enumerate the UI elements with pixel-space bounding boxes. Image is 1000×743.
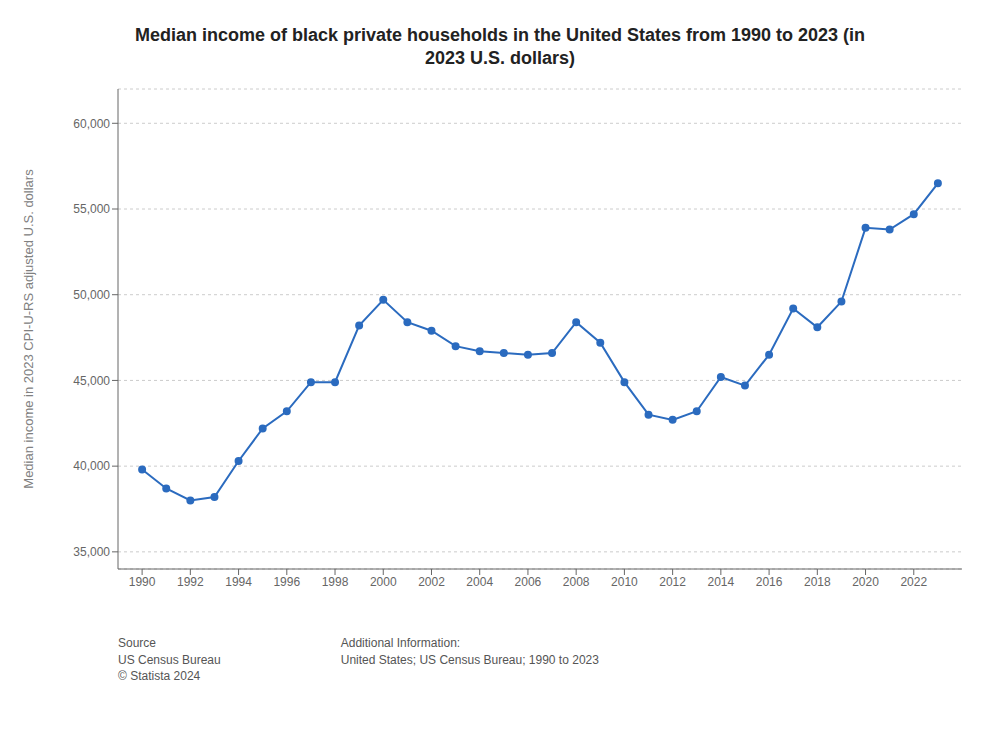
html-text:Source US Census Bureau © Stat: Source US Census Bureau © Statista 2024 (118, 635, 221, 684)
svg-text:Median income in 2023 CPI-U-RS: Median income in 2023 CPI-U-RS adjusted … (21, 169, 36, 489)
svg-text:2006: 2006 (515, 574, 542, 588)
svg-text:2018: 2018 (804, 574, 831, 588)
svg-text:2004: 2004 (466, 574, 493, 588)
svg-text:2000: 2000 (370, 574, 397, 588)
svg-text:2012: 2012 (659, 574, 686, 588)
svg-text:1998: 1998 (322, 574, 349, 588)
svg-text:2014: 2014 (708, 574, 735, 588)
svg-text:1994: 1994 (225, 574, 252, 588)
svg-text:2010: 2010 (611, 574, 638, 588)
svg-text:35,000: 35,000 (73, 545, 110, 559)
svg-text:1996: 1996 (273, 574, 300, 588)
svg-text:60,000: 60,000 (73, 116, 110, 130)
svg-text:55,000: 55,000 (73, 202, 110, 216)
svg-text:50,000: 50,000 (73, 288, 110, 302)
svg-text:2020: 2020 (852, 574, 879, 588)
svg-text:2016: 2016 (756, 574, 783, 588)
html-text:Median income of black private: Median income of black private household… (134, 25, 866, 45)
svg-text:40,000: 40,000 (73, 459, 110, 473)
html-text:2023 U.S. dollars): 2023 U.S. dollars) (425, 48, 575, 69)
svg-text:2022: 2022 (900, 574, 927, 588)
svg-text:2002: 2002 (418, 574, 445, 588)
svg-text:45,000: 45,000 (73, 373, 110, 387)
svg-text:1992: 1992 (177, 574, 204, 588)
html-text:Additional Information: United: Additional Information: United States; U… (340, 635, 599, 667)
svg-text:1990: 1990 (129, 574, 156, 588)
svg-text:2008: 2008 (563, 574, 590, 588)
